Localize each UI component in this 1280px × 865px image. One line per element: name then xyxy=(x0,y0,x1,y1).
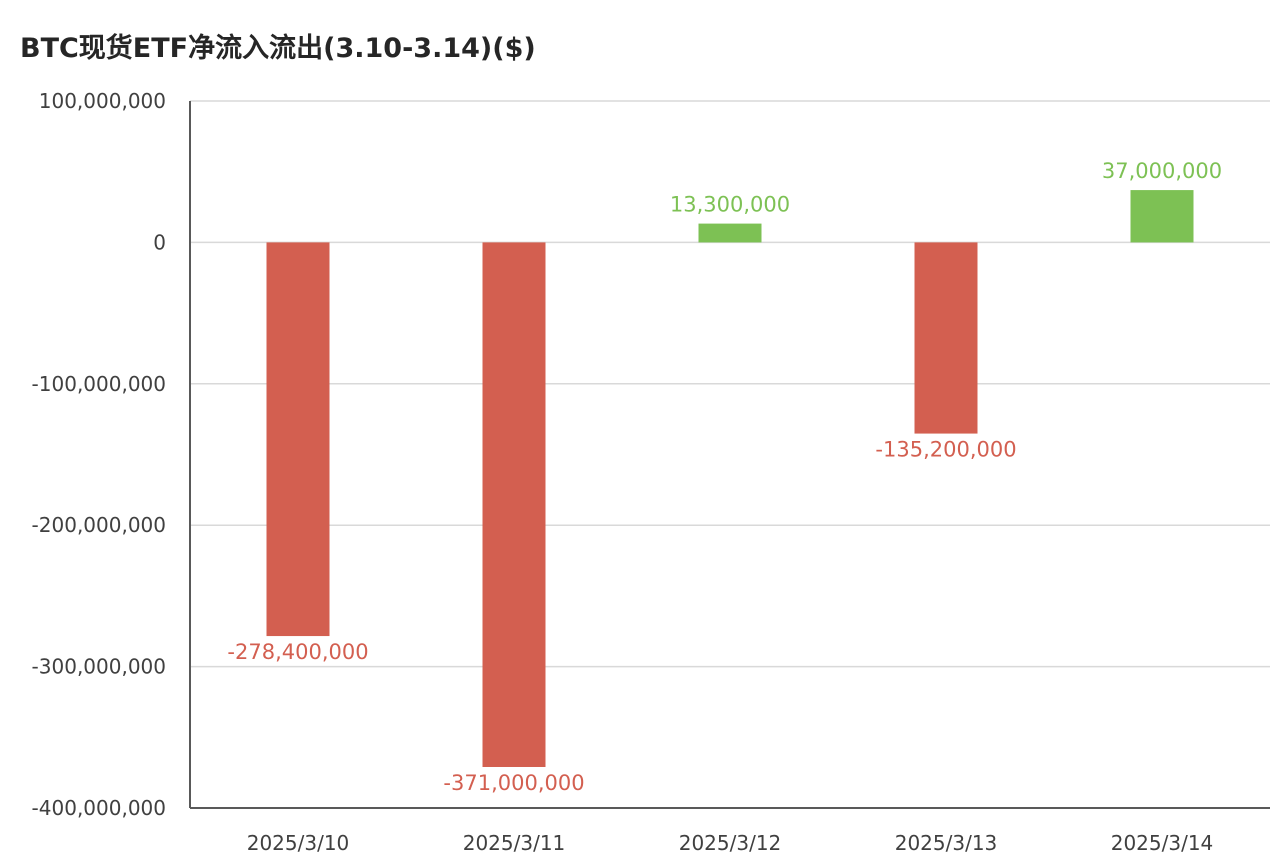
chart-title: BTC现货ETF净流入流出(3.10-3.14)($) xyxy=(20,33,536,64)
x-axis-tick-labels: 2025/3/10 2025/3/11 2025/3/12 2025/3/13 2025… xyxy=(247,831,1214,855)
y-tick-label: -300,000,000 xyxy=(32,655,166,679)
gridlines xyxy=(190,100,1270,668)
data-label: 13,300,000 xyxy=(670,193,790,217)
data-label: -278,400,000 xyxy=(227,640,368,664)
x-tick-label: 2025/3/12 xyxy=(679,831,782,855)
y-axis-tick-labels: 100,000,000 0 -100,000,000 -200,000,000 -300… xyxy=(32,89,166,820)
x-tick-label: 2025/3/10 xyxy=(247,831,350,855)
data-labels: -278,400,000 -371,000,000 13,300,000 -135,2… xyxy=(227,159,1222,795)
axes xyxy=(189,101,1270,809)
y-tick-label: -100,000,000 xyxy=(32,372,166,396)
y-tick-label: -400,000,000 xyxy=(32,796,166,820)
bar xyxy=(266,242,330,637)
y-tick-label: 0 xyxy=(153,230,166,254)
bar xyxy=(482,242,546,767)
data-label: -135,200,000 xyxy=(875,438,1016,462)
y-tick-label: -200,000,000 xyxy=(32,513,166,537)
bars xyxy=(266,190,1194,767)
x-tick-label: 2025/3/13 xyxy=(895,831,998,855)
bar xyxy=(1130,190,1194,243)
bar xyxy=(914,242,978,434)
bar xyxy=(698,223,762,243)
x-tick-label: 2025/3/14 xyxy=(1111,831,1214,855)
data-label: -371,000,000 xyxy=(443,771,584,795)
data-label: 37,000,000 xyxy=(1102,159,1222,183)
y-tick-label: 100,000,000 xyxy=(39,89,166,113)
x-tick-label: 2025/3/11 xyxy=(463,831,566,855)
